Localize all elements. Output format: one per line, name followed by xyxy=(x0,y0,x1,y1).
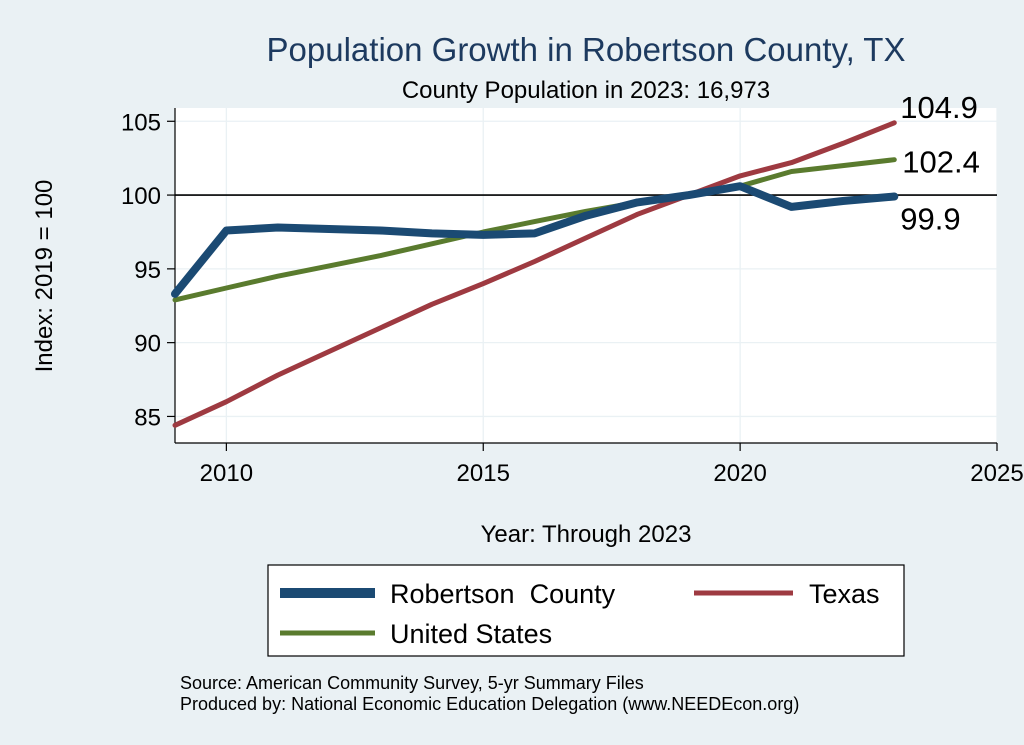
x-tick-label-2020: 2020 xyxy=(713,460,766,487)
x-tick-label-2015: 2015 xyxy=(457,460,510,487)
legend-label-united-states: United States xyxy=(390,619,552,649)
x-tick-label-2025: 2025 xyxy=(970,460,1023,487)
source-note: Source: American Community Survey, 5-yr … xyxy=(180,673,644,693)
y-tick-label-85: 85 xyxy=(134,404,161,431)
series-lines xyxy=(171,120,899,428)
series-line-robertson-county xyxy=(171,182,899,298)
y-axis-label: Index: 2019 = 100 xyxy=(31,180,58,373)
y-tick-label-100: 100 xyxy=(121,183,161,210)
y-tick-label-105: 105 xyxy=(121,109,161,136)
x-tick-label-2010: 2010 xyxy=(200,460,253,487)
legend-box xyxy=(267,564,905,657)
legend-label-robertson-county: Robertson County xyxy=(390,579,616,609)
end-label-texas: 104.9 xyxy=(900,90,978,125)
chart-subtitle: County Population in 2023: 16,973 xyxy=(402,77,770,104)
end-label-united-states: 102.4 xyxy=(902,145,980,180)
series-line-texas xyxy=(172,120,897,428)
end-labels: 99.9 104.9 102.4 xyxy=(900,90,980,237)
y-tick-label-90: 90 xyxy=(134,331,161,358)
legend-label-texas: Texas xyxy=(809,579,880,609)
end-label-robertson-county: 99.9 xyxy=(900,202,960,237)
chart-title: Population Growth in Robertson County, T… xyxy=(267,31,906,68)
vertical-gridlines xyxy=(225,108,998,443)
produced-by-note: Produced by: National Economic Education… xyxy=(180,694,799,714)
plot-area xyxy=(175,108,997,443)
y-tick-label-95: 95 xyxy=(134,257,161,284)
series-line-united-states xyxy=(172,157,897,303)
x-axis-ticks: 2010 2015 2020 2025 xyxy=(200,443,1024,487)
y-axis-ticks: 85 90 95 100 105 xyxy=(121,109,175,431)
x-axis-label: Year: Through 2023 xyxy=(481,521,692,548)
legend: Robertson County Texas United States xyxy=(267,564,905,657)
